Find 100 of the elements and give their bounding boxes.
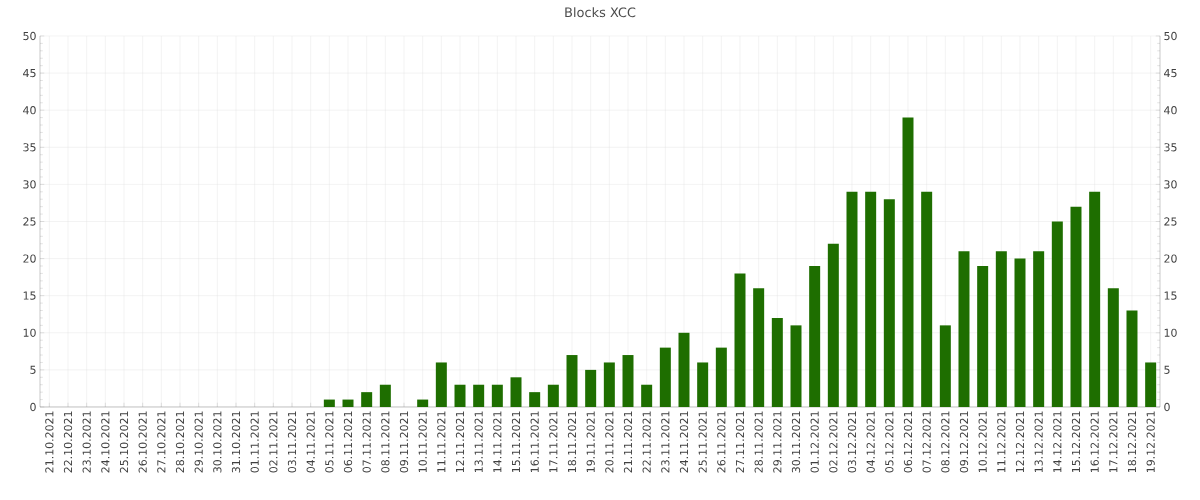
bar [342,399,354,407]
y2-tick-label: 45 [1164,69,1177,78]
x-tick-label: 03.11.2021 [287,411,297,473]
x-tick-label: 15.12.2021 [1071,411,1081,473]
bar [529,392,541,407]
x-tick-label: 23.10.2021 [82,411,91,473]
bar [678,332,690,407]
x-tick-label: 19.12.2021 [1146,411,1155,473]
y-tick-label: 35 [23,143,36,152]
x-tick-label: 26.11.2021 [717,411,726,473]
x-tick-label: 10.11.2021 [418,411,427,473]
x-tick-label: 01.12.2021 [810,411,819,473]
y-tick-label: 40 [23,106,36,115]
x-tick-label: 18.12.2021 [1127,411,1137,473]
x-tick-label: 25.10.2021 [119,411,129,473]
x-tick-label: 18.11.2021 [567,411,577,473]
x-tick-label: 02.12.2021 [829,411,838,473]
bar [361,392,373,407]
x-tick-label: 12.12.2021 [1015,411,1025,473]
bar [771,317,783,407]
bar [622,355,634,407]
x-tick-label: 29.10.2021 [194,411,203,473]
y2-tick-label: 10 [1164,328,1177,337]
bar [1089,191,1101,407]
y-tick-label: 15 [23,291,36,300]
bar [1014,258,1026,407]
bar [1033,251,1045,407]
x-tick-label: 22.10.2021 [63,411,73,473]
bar [958,251,970,407]
bar [641,384,653,407]
x-tick-label: 02.11.2021 [269,411,278,473]
x-tick-label: 09.12.2021 [959,411,969,473]
x-tick-label: 23.11.2021 [661,411,670,473]
y-tick-label: 30 [23,180,36,189]
bar [435,362,447,407]
x-tick-label: 08.11.2021 [381,411,390,473]
x-tick-label: 19.11.2021 [586,411,595,473]
bar [753,288,765,407]
y2-tick-label: 25 [1164,217,1177,226]
bar [323,399,335,407]
x-tick-label: 12.11.2021 [455,411,465,473]
bar [1126,310,1138,407]
bar [883,199,895,407]
bar [715,347,727,407]
x-tick-label: 14.11.2021 [493,411,502,473]
bar [939,325,951,407]
x-tick-label: 21.11.2021 [623,411,633,473]
bar [510,377,522,407]
bar [491,384,503,407]
bar [977,266,989,407]
bar [697,362,709,407]
bar [790,325,802,407]
y2-tick-label: 50 [1164,31,1177,41]
bar [473,384,485,407]
y2-tick-label: 15 [1164,291,1177,300]
x-tick-label: 17.12.2021 [1109,411,1118,473]
x-tick-label: 03.12.2021 [847,411,857,473]
x-tick-label: 16.12.2021 [1090,411,1099,473]
chart-title: Blocks XCC [565,7,636,18]
x-tick-label: 29.11.2021 [773,411,782,473]
x-tick-label: 31.10.2021 [231,411,241,473]
x-tick-label: 27.11.2021 [735,411,745,473]
x-tick-label: 15.11.2021 [511,411,521,473]
bar [417,399,429,407]
bar [865,191,877,407]
y2-tick-label: 20 [1164,254,1177,263]
x-tick-label: 22.11.2021 [642,411,651,473]
bar [827,243,839,407]
y2-tick-label: 5 [1164,365,1170,374]
x-tick-label: 06.12.2021 [903,411,913,473]
x-tick-label: 05.11.2021 [325,411,334,473]
y-tick-label: 50 [23,31,36,41]
x-tick-label: 05.12.2021 [885,411,894,473]
y-tick-label: 5 [30,365,36,374]
bar [454,384,466,407]
x-tick-label: 28.11.2021 [754,411,763,473]
x-tick-label: 06.11.2021 [343,411,353,473]
bar [734,273,746,407]
x-tick-label: 08.12.2021 [941,411,950,473]
x-tick-label: 07.11.2021 [362,411,371,473]
x-tick-label: 13.12.2021 [1034,411,1043,473]
y2-tick-label: 35 [1164,143,1177,152]
x-tick-label: 09.11.2021 [399,411,409,473]
x-tick-label: 10.12.2021 [978,411,987,473]
bar [1051,221,1063,407]
x-tick-label: 26.10.2021 [138,411,147,473]
x-tick-label: 30.11.2021 [791,411,801,473]
x-tick-label: 11.11.2021 [437,411,446,473]
x-tick-label: 24.10.2021 [101,411,110,473]
bar [995,251,1007,407]
x-tick-label: 07.12.2021 [922,411,931,473]
y2-tick-label: 40 [1164,106,1177,115]
y-tick-label: 0 [30,402,36,412]
x-tick-label: 13.11.2021 [474,411,483,473]
bar [809,266,821,407]
y-tick-label: 20 [23,254,36,263]
bar [1070,206,1082,407]
bar [659,347,671,407]
bar [585,369,597,407]
y2-tick-label: 0 [1164,402,1170,412]
